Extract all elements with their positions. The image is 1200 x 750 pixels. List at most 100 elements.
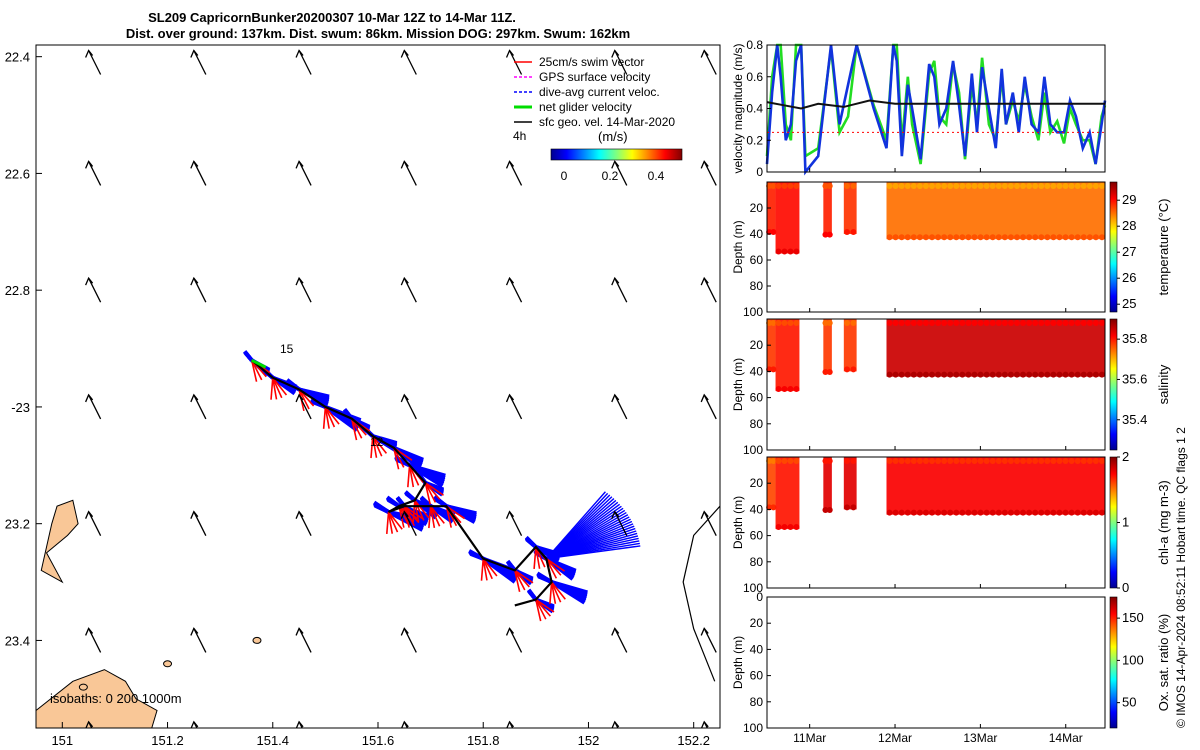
sfc-vector-head bbox=[611, 627, 620, 636]
sfc-vector-head bbox=[505, 510, 515, 519]
sfc-vector-head bbox=[190, 720, 199, 728]
sfc-vector-head bbox=[85, 393, 94, 403]
sfc-vector bbox=[298, 50, 312, 75]
swim-vector bbox=[272, 377, 283, 399]
sfc-vector-head bbox=[190, 49, 199, 58]
sfc-vector bbox=[403, 50, 417, 75]
legend-gps-velocity: GPS surface velocity bbox=[514, 70, 650, 84]
profile-dot bbox=[770, 183, 777, 189]
profile-dot bbox=[1098, 320, 1105, 326]
swim-vector bbox=[482, 558, 488, 581]
profile-dot bbox=[910, 234, 917, 241]
profile-dot bbox=[1038, 371, 1045, 378]
profile-dot bbox=[977, 234, 984, 241]
y-tick-label: 100 bbox=[743, 305, 763, 319]
swim-vector bbox=[550, 581, 562, 603]
cbar-label: chl-a (mg m-3) bbox=[1156, 480, 1171, 565]
profile-dot bbox=[1013, 234, 1020, 241]
swim-vector bbox=[414, 500, 420, 523]
map-colorbar bbox=[550, 148, 683, 161]
profile-dot bbox=[770, 504, 777, 511]
profile-dot bbox=[1098, 458, 1105, 464]
cbar-label: salinity bbox=[1156, 364, 1171, 404]
sfc-vector-head bbox=[400, 627, 409, 636]
sfc-vector-head bbox=[295, 49, 304, 58]
profile-dot bbox=[850, 458, 857, 464]
dive-current-vector bbox=[409, 463, 446, 478]
profile-dot bbox=[953, 320, 960, 326]
profile-dot bbox=[898, 458, 905, 464]
profile-dot bbox=[977, 183, 984, 189]
surface-velocity-vectors bbox=[85, 49, 717, 728]
profile-dot bbox=[781, 320, 788, 326]
title-line-2: Dist. over ground: 137km. Dist. swum: 86… bbox=[126, 26, 630, 41]
profile-dot bbox=[1013, 509, 1020, 516]
legend-swim-vector: 25cm/s swim vector bbox=[514, 55, 644, 69]
y-tick-label: 80 bbox=[750, 555, 764, 569]
map-y-tick-label: 22.8 bbox=[5, 283, 30, 298]
profile-dot bbox=[775, 183, 782, 189]
profile-dot bbox=[904, 509, 911, 516]
sfc-vector bbox=[508, 511, 523, 536]
profile-dot bbox=[781, 183, 788, 189]
y-tick-label: 0.8 bbox=[746, 38, 763, 52]
profile-dot bbox=[1074, 320, 1081, 326]
profile-dot bbox=[989, 509, 996, 516]
sfc-vector bbox=[508, 161, 523, 186]
land-polygons bbox=[36, 499, 262, 728]
swim-vector bbox=[545, 558, 562, 576]
sfc-vector-head bbox=[700, 510, 709, 519]
profile-dot bbox=[995, 509, 1002, 516]
profile-dot bbox=[922, 458, 929, 464]
profile-dot bbox=[935, 371, 942, 378]
colorbar bbox=[1109, 456, 1118, 589]
sfc-vector-head bbox=[505, 276, 515, 286]
dive-current-vector bbox=[373, 500, 390, 514]
sfc-vector-head bbox=[190, 510, 199, 519]
profile-dot bbox=[787, 524, 794, 531]
swim-vector bbox=[429, 506, 436, 528]
profile-dot bbox=[1050, 234, 1057, 241]
map-cbar-label: (m/s) bbox=[598, 129, 628, 144]
sfc-vector-head bbox=[85, 49, 94, 58]
profile-dot bbox=[1098, 183, 1105, 189]
sfc-vector bbox=[298, 277, 312, 303]
swim-vector bbox=[514, 569, 530, 588]
sfc-vector bbox=[403, 721, 409, 728]
profile-dot bbox=[935, 234, 942, 241]
profile-dot bbox=[995, 234, 1002, 241]
profile-dot bbox=[886, 320, 893, 326]
sfc-vector bbox=[193, 50, 207, 75]
sfc-vector bbox=[403, 161, 417, 186]
swim-vector bbox=[514, 570, 526, 591]
swim-vector bbox=[533, 546, 537, 570]
profile-dot bbox=[1062, 458, 1069, 464]
profile-dot bbox=[983, 320, 990, 326]
map-legend: 25cm/s swim vector GPS surface velocity … bbox=[513, 55, 683, 183]
profile-dot bbox=[977, 458, 984, 464]
panel-2: 20 40 60 80 100 25 26 27 28 29 temperature (°C) Dep… bbox=[731, 181, 1171, 319]
cbar-label: Ox. sat. ratio (%) bbox=[1156, 614, 1171, 712]
swim-vector bbox=[322, 406, 327, 429]
sfc-vector bbox=[703, 394, 717, 420]
sfc-vector bbox=[403, 277, 417, 303]
profile-dot bbox=[959, 234, 966, 241]
profile-dot bbox=[947, 371, 954, 378]
profile-dot bbox=[983, 371, 990, 378]
y-tick-label: 20 bbox=[750, 476, 764, 490]
profile-dot bbox=[1020, 371, 1027, 378]
sfc-vector bbox=[193, 628, 207, 653]
profile-dot bbox=[916, 371, 923, 378]
profile-dot bbox=[775, 320, 782, 326]
legend-hours: 4h bbox=[513, 129, 526, 143]
profile-dot bbox=[1074, 371, 1081, 378]
map-y-ticks: 22.4 22.6 22.8 -23 23.2 23.4 bbox=[5, 50, 42, 648]
profile-dot bbox=[822, 458, 829, 464]
sfc-vector bbox=[298, 628, 312, 653]
profile-dot bbox=[965, 371, 972, 378]
sfc-vector-head bbox=[611, 720, 620, 728]
profile-dot bbox=[983, 183, 990, 189]
profile-dot bbox=[947, 183, 954, 189]
profile-dot bbox=[1062, 183, 1069, 189]
track-label-15: 15 bbox=[280, 342, 294, 356]
